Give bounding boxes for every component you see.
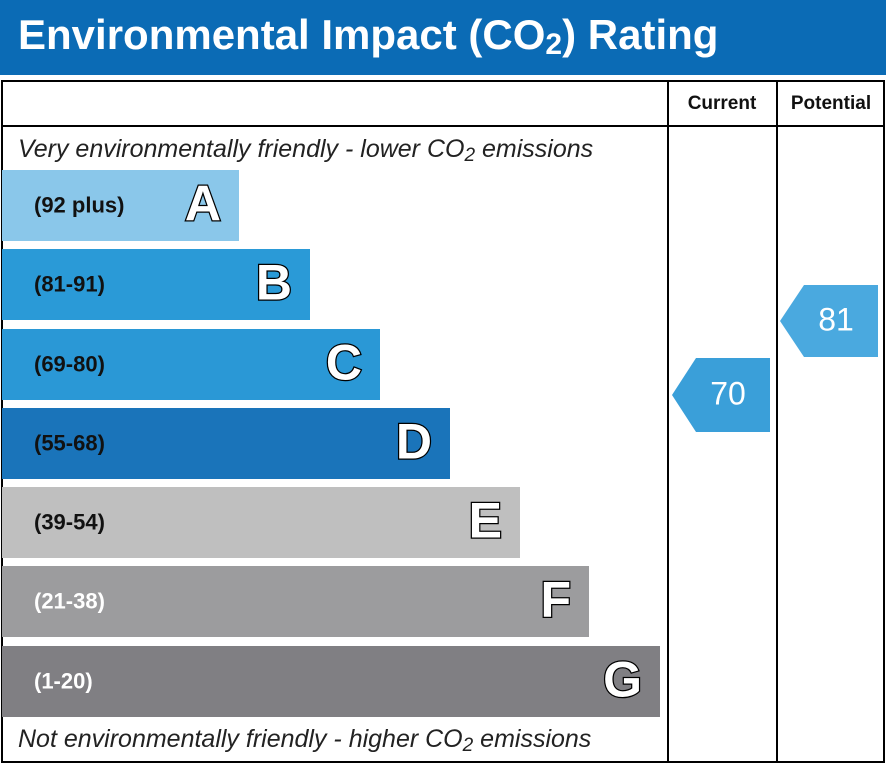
band-range: (81-91) [34,271,105,296]
title: Environmental Impact (CO2) Rating [18,11,718,61]
note-text: Not environmentally friendly - higher CO [18,725,463,753]
band-range: (21-38) [34,588,105,613]
note-subscript: 2 [462,735,474,756]
band-range: (69-80) [34,351,105,376]
note-text: emissions [473,725,591,753]
title-text: Environmental Impact (CO [18,11,545,58]
band-bar [2,566,589,637]
bottom-note: Not environmentally friendly - higher CO… [18,725,591,756]
band-range: (92 plus) [34,192,124,217]
band-range: (55-68) [34,430,105,455]
band-letter: C [326,335,362,391]
title-text: ) Rating [562,11,718,58]
bands: (92 plus) A (81-91) B (69-80) C (55-68) D (39-54… [2,170,660,717]
current-value: 70 [710,375,746,411]
band-bar [2,249,310,320]
band-letter: F [540,572,571,628]
header-bar [0,0,886,75]
current-arrow [672,358,770,432]
title-subscript: 2 [545,28,562,61]
note-text: emissions [475,135,593,163]
band-bar [2,646,660,717]
band-bar [2,329,380,400]
band-range: (39-54) [34,509,105,534]
band-range: (1-20) [34,668,93,693]
band-letter: D [396,414,432,470]
note-subscript: 2 [463,145,475,166]
potential-value: 81 [818,301,854,337]
band-bar [2,408,450,479]
current-header: Current [688,93,757,114]
band-bar [2,487,520,558]
top-note: Very environmentally friendly - lower CO… [18,135,593,166]
band-letter: A [185,176,221,232]
potential-arrow [780,285,878,357]
band-letter: G [603,652,642,708]
band-letter: E [469,493,502,549]
potential-header: Potential [791,93,871,114]
note-text: Very environmentally friendly - lower CO [18,135,464,163]
band-bar [2,170,239,241]
band-letter: B [256,255,292,311]
